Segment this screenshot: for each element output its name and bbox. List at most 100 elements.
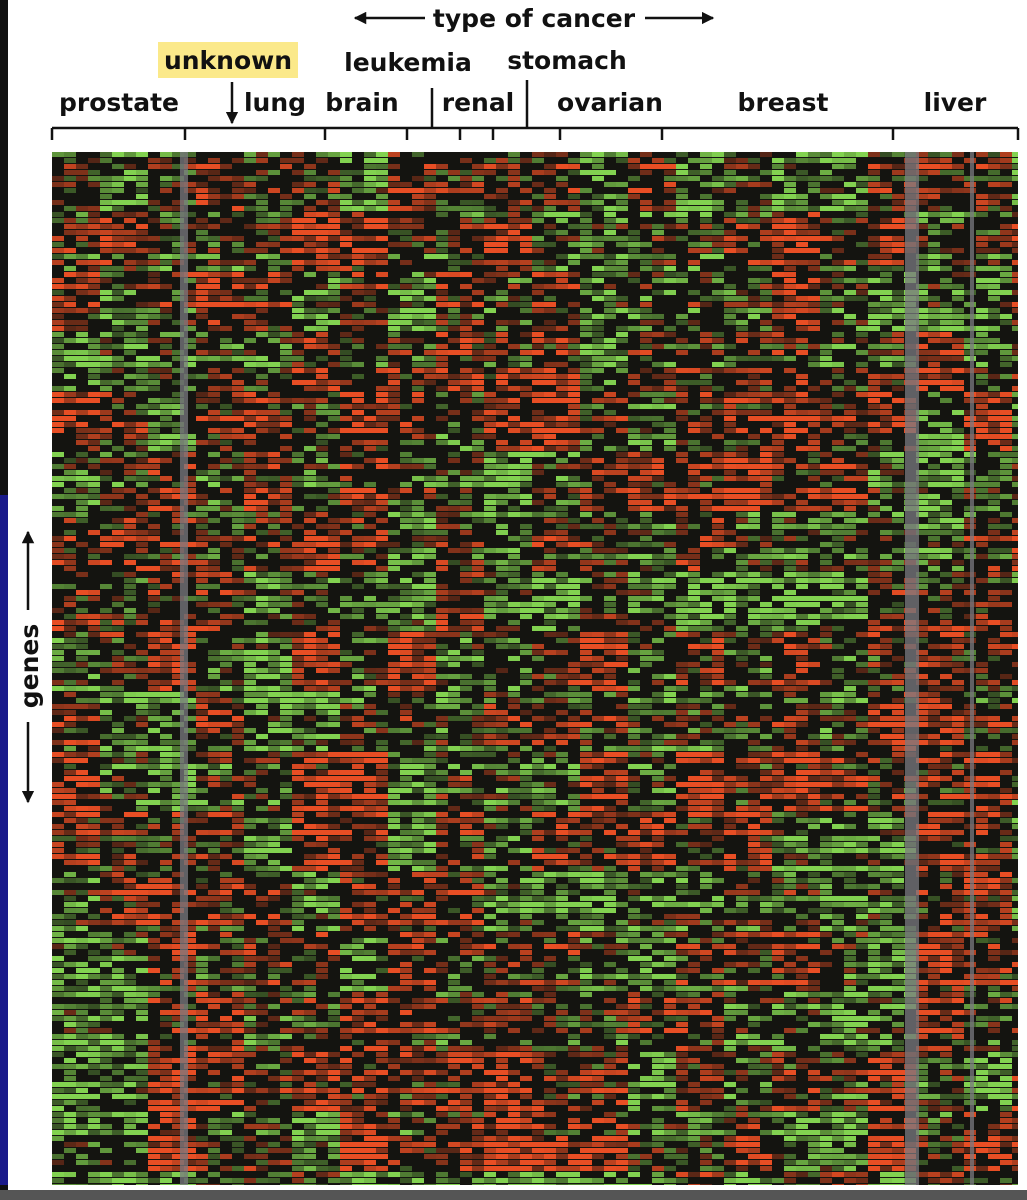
- heatmap-cell: [76, 608, 88, 613]
- heatmap-cell: [232, 518, 244, 523]
- heatmap-cell: [424, 272, 436, 277]
- heatmap-cell: [808, 158, 820, 163]
- heatmap-cell: [496, 422, 508, 427]
- heatmap-cell: [172, 428, 184, 433]
- heatmap-cell: [604, 260, 616, 265]
- heatmap-cell: [808, 326, 820, 331]
- heatmap-cell: [616, 572, 628, 577]
- heatmap-cell: [112, 290, 124, 295]
- heatmap-cell: [340, 416, 352, 421]
- heatmap-cell: [664, 548, 676, 553]
- heatmap-cell: [712, 626, 724, 631]
- heatmap-cell: [268, 242, 280, 247]
- heatmap-cell: [64, 704, 76, 709]
- heatmap-cell: [88, 218, 100, 223]
- heatmap-cell: [556, 476, 568, 481]
- heatmap-cell: [376, 722, 388, 727]
- heatmap-cell: [820, 578, 832, 583]
- heatmap-cell: [124, 152, 136, 157]
- heatmap-cell: [424, 512, 436, 517]
- heatmap-cell: [1000, 158, 1012, 163]
- heatmap-cell: [436, 374, 448, 379]
- heatmap-cell: [172, 560, 184, 565]
- heatmap-cell: [532, 542, 544, 547]
- heatmap-cell: [772, 260, 784, 265]
- heatmap-cell: [364, 416, 376, 421]
- heatmap-cell: [460, 398, 472, 403]
- heatmap-cell: [256, 530, 268, 535]
- heatmap-cell: [472, 656, 484, 661]
- heatmap-cell: [268, 524, 280, 529]
- heatmap-cell: [220, 500, 232, 505]
- heatmap-cell: [52, 584, 64, 589]
- heatmap-cell: [172, 410, 184, 415]
- heatmap-cell: [328, 680, 340, 685]
- heatmap-cell: [376, 182, 388, 187]
- heatmap-cell: [88, 626, 100, 631]
- heatmap-cell: [448, 338, 460, 343]
- heatmap-cell: [880, 416, 892, 421]
- heatmap-cell: [832, 194, 844, 199]
- heatmap-cell: [364, 152, 376, 157]
- heatmap-cell: [772, 206, 784, 211]
- heatmap-cell: [688, 464, 700, 469]
- heatmap-cell: [760, 566, 772, 571]
- heatmap-cell: [244, 608, 256, 613]
- heatmap-cell: [388, 416, 400, 421]
- heatmap-cell: [976, 242, 988, 247]
- heatmap-cell: [400, 440, 412, 445]
- heatmap-cell: [268, 488, 280, 493]
- heatmap-cell: [352, 674, 364, 679]
- heatmap-cell: [928, 608, 940, 613]
- heatmap-cell: [244, 578, 256, 583]
- heatmap-cell: [76, 170, 88, 175]
- heatmap-cell: [292, 524, 304, 529]
- heatmap-cell: [928, 380, 940, 385]
- heatmap-cell: [808, 662, 820, 667]
- heatmap-cell: [424, 656, 436, 661]
- heatmap-cell: [484, 704, 496, 709]
- heatmap-cell: [196, 266, 208, 271]
- heatmap-cell: [268, 404, 280, 409]
- heatmap-cell: [316, 290, 328, 295]
- heatmap-cell: [64, 530, 76, 535]
- heatmap-cell: [712, 404, 724, 409]
- heatmap-cell: [712, 542, 724, 547]
- heatmap-cell: [196, 272, 208, 277]
- heatmap-cell: [1012, 698, 1018, 703]
- heatmap-cell: [400, 242, 412, 247]
- heatmap-cell: [136, 302, 148, 307]
- heatmap-cell: [640, 152, 652, 157]
- heatmap-cell: [292, 248, 304, 253]
- heatmap-cell: [772, 494, 784, 499]
- heatmap-cell: [676, 614, 688, 619]
- heatmap-cell: [472, 290, 484, 295]
- heatmap-cell: [988, 644, 1000, 649]
- heatmap-cell: [1000, 236, 1012, 241]
- heatmap-cell: [64, 710, 76, 715]
- heatmap-cell: [508, 644, 520, 649]
- heatmap-cell: [820, 254, 832, 259]
- heatmap-cell: [892, 482, 904, 487]
- heatmap-cell: [652, 422, 664, 427]
- heatmap-cell: [88, 374, 100, 379]
- heatmap-cell: [844, 590, 856, 595]
- heatmap-cell: [100, 506, 112, 511]
- heatmap-cell: [940, 422, 952, 427]
- heatmap-cell: [1012, 326, 1018, 331]
- heatmap-cell: [112, 326, 124, 331]
- heatmap-cell: [304, 188, 316, 193]
- heatmap-cell: [676, 278, 688, 283]
- heatmap-cell: [544, 530, 556, 535]
- heatmap-cell: [952, 320, 964, 325]
- heatmap-cell: [592, 176, 604, 181]
- heatmap-cell: [436, 404, 448, 409]
- heatmap-cell: [424, 704, 436, 709]
- heatmap-cell: [664, 674, 676, 679]
- heatmap-cell: [304, 596, 316, 601]
- heatmap-cell: [712, 554, 724, 559]
- heatmap-cell: [664, 614, 676, 619]
- heatmap-cell: [784, 164, 796, 169]
- heatmap-cell: [400, 458, 412, 463]
- heatmap-cell: [220, 722, 232, 727]
